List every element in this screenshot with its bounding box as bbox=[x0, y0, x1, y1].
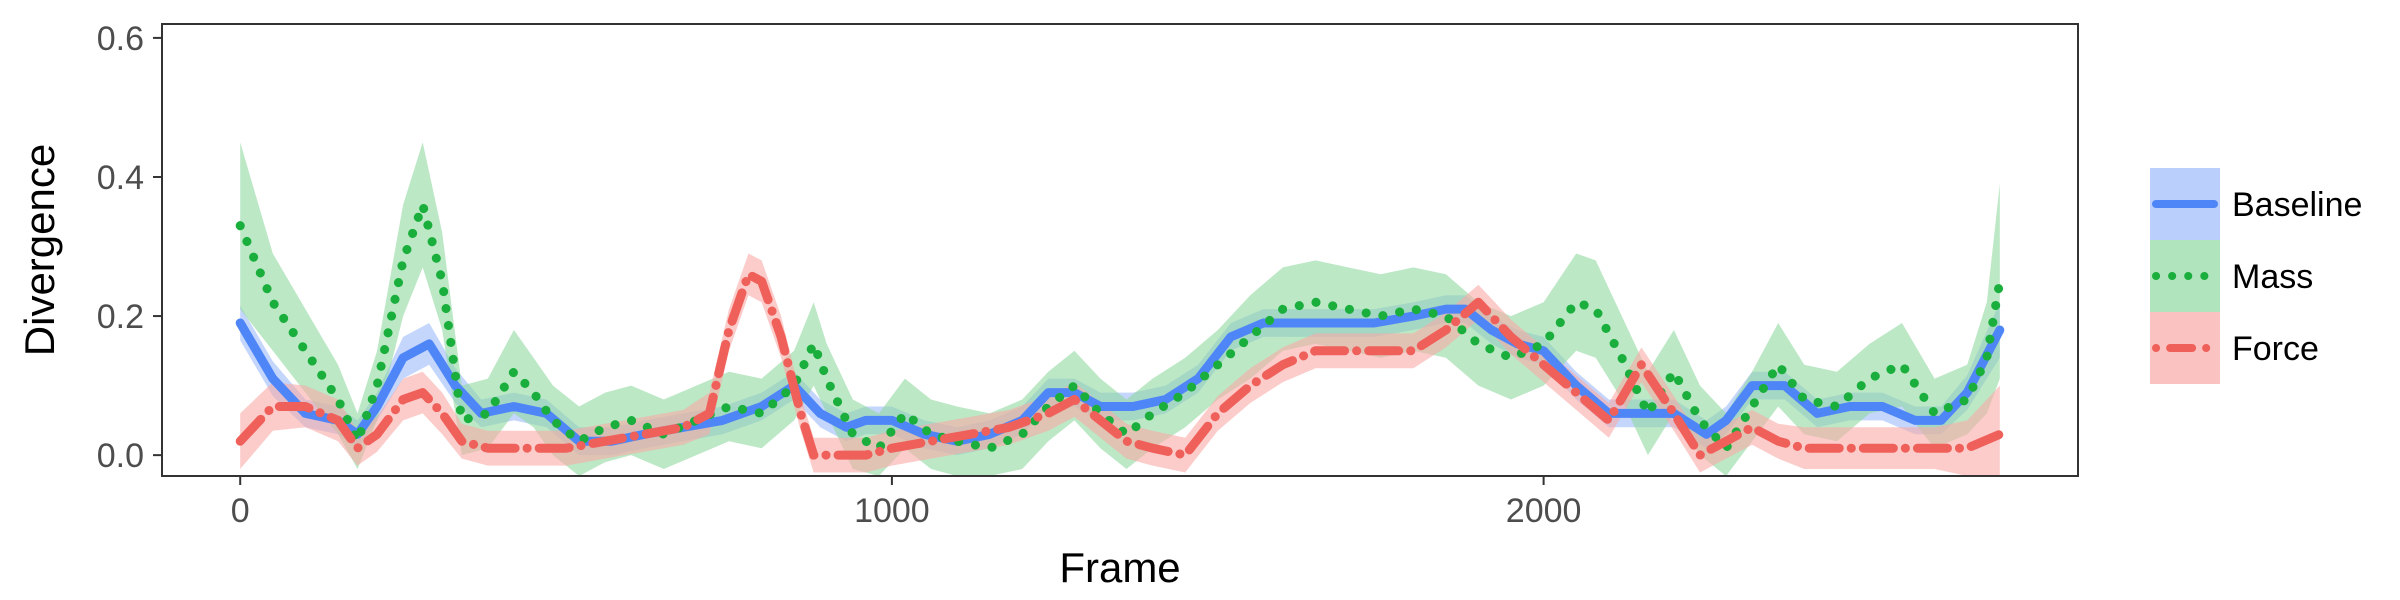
legend-item-baseline: Baseline bbox=[2150, 168, 2362, 240]
plot-panel-border bbox=[161, 23, 2079, 477]
line-mass bbox=[235, 200, 2005, 453]
y-tick-label: 0.4 bbox=[97, 159, 144, 197]
y-tick-label: 0.0 bbox=[97, 437, 144, 475]
x-tick-label: 0 bbox=[231, 492, 250, 530]
line-force bbox=[235, 269, 2005, 460]
x-tick-label: 1000 bbox=[854, 492, 930, 530]
legend-label: Mass bbox=[2232, 258, 2313, 296]
legend-label: Force bbox=[2232, 330, 2319, 368]
y-tick-label: 0.2 bbox=[97, 298, 144, 336]
x-axis: 0 1000 2000 bbox=[231, 476, 1582, 530]
legend: Baseline Mass Force bbox=[2150, 168, 2362, 384]
line-baseline bbox=[235, 304, 2005, 446]
y-tick-label: 0.6 bbox=[97, 20, 144, 58]
y-axis: 0.0 0.2 0.4 0.6 bbox=[97, 20, 162, 475]
legend-item-mass: Mass bbox=[2150, 240, 2313, 312]
legend-item-force: Force bbox=[2150, 312, 2319, 384]
legend-label: Baseline bbox=[2232, 186, 2362, 224]
x-tick-label: 2000 bbox=[1506, 492, 1582, 530]
series-lines bbox=[235, 200, 2005, 460]
x-axis-title: Frame bbox=[1059, 544, 1180, 591]
y-axis-title: Divergence bbox=[16, 144, 63, 356]
band-force bbox=[240, 253, 2000, 476]
